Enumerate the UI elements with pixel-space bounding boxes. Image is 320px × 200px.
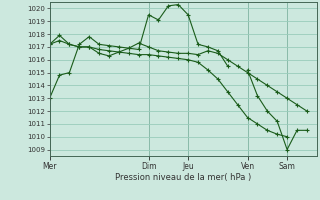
- X-axis label: Pression niveau de la mer( hPa ): Pression niveau de la mer( hPa ): [115, 173, 251, 182]
